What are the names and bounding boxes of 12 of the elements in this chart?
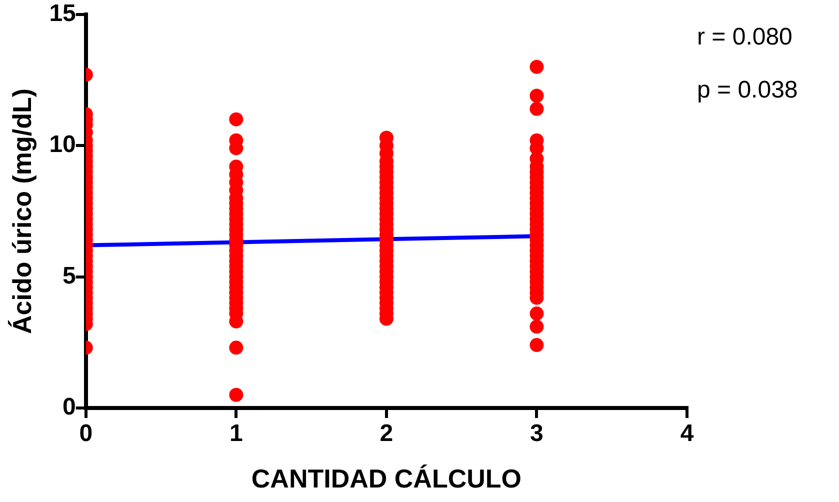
y-tick-label: 10 — [49, 131, 76, 158]
text: p = 0.038 — [697, 76, 798, 104]
x-tick-label: 1 — [229, 420, 243, 448]
text: r = 0.080 — [697, 24, 792, 51]
x-tick-label: 4 — [680, 420, 694, 448]
y-axis-title: Ácido úrico (mg/dL) — [6, 88, 37, 334]
x-tick-label: 3 — [530, 420, 544, 448]
y-tick-label: 5 — [62, 262, 76, 290]
x-axis-title: CANTIDAD CÁLCULO — [251, 464, 522, 494]
y-tick-label: 0 — [62, 394, 76, 421]
x-tick-label: 2 — [380, 420, 394, 448]
y-tick-label: 15 — [49, 0, 76, 28]
